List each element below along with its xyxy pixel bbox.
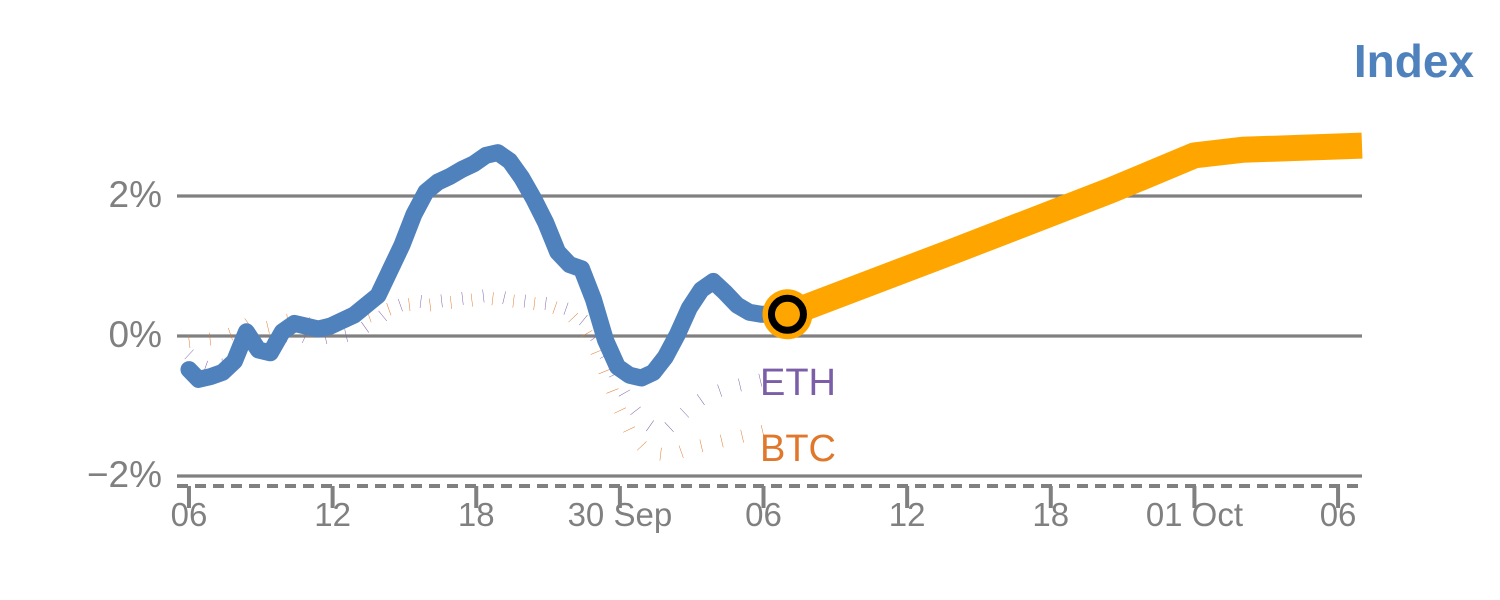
y-axis-tick-label-0pct: 0%	[108, 314, 162, 355]
series-path-index	[180, 144, 796, 388]
series-label-eth: ETH	[760, 362, 836, 404]
y-axis-tick-label-2pct: 2%	[108, 174, 162, 215]
x-axis	[177, 484, 1362, 508]
y-axis-tick-label-neg2pct: −2%	[86, 454, 162, 495]
gridlines	[177, 194, 1362, 478]
current-point-marker	[762, 289, 813, 340]
series-path-forecast	[782, 132, 1363, 327]
series-lines	[180, 132, 1363, 462]
series-label-btc: BTC	[760, 428, 836, 470]
chart-title: Index	[1353, 35, 1474, 87]
marker-ring	[767, 294, 807, 334]
